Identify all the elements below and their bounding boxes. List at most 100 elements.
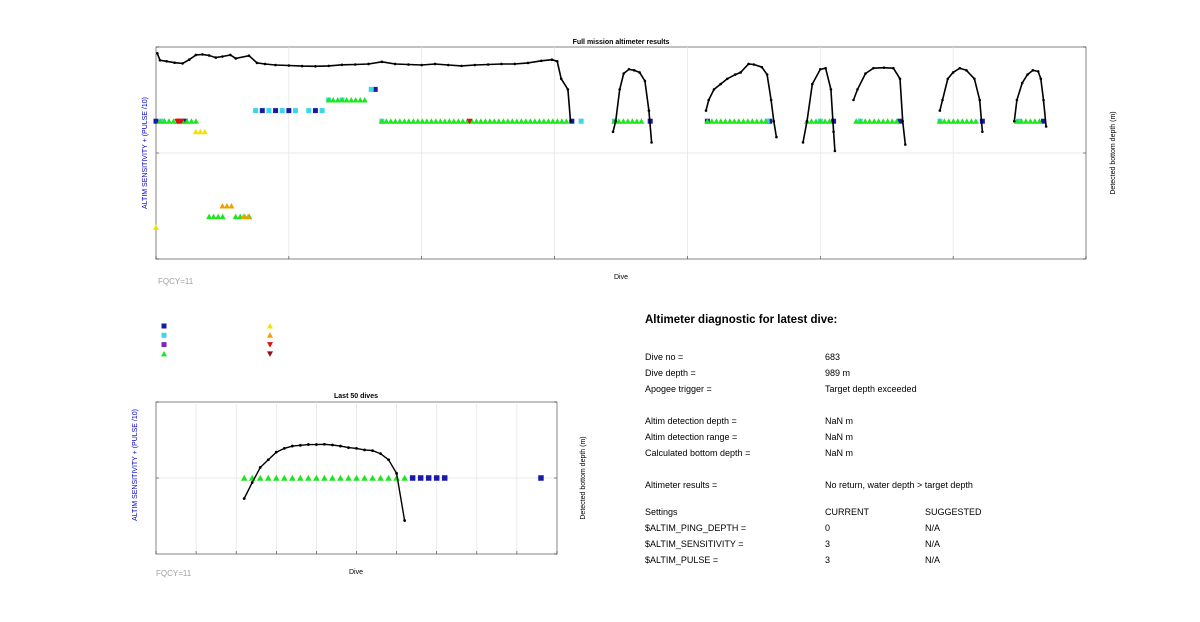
bod-real-return-marker xyxy=(518,118,525,124)
bottom-depth-point xyxy=(765,73,769,76)
chart-legend xyxy=(161,323,273,357)
tde-real-return-marker xyxy=(368,86,374,92)
bottom-depth-point xyxy=(194,53,198,57)
legend-marker-tde-real-return xyxy=(161,332,167,338)
bod-real-return-marker xyxy=(629,118,636,124)
bottom-depth-point xyxy=(486,63,490,66)
bottom-depth-point xyxy=(282,446,286,450)
bod-real-return-marker xyxy=(219,213,226,220)
settings-row: $ALTIM_PING_DEPTH = 0 N/A xyxy=(645,523,940,533)
bottom-depth-point xyxy=(433,62,437,66)
bottom-depth-point xyxy=(772,119,776,123)
bod-real-return-marker xyxy=(862,118,869,124)
bod-real-return-marker xyxy=(459,118,466,124)
diagnostic-row: Apogee trigger = Target depth exceeded xyxy=(645,384,917,394)
bod-real-return-marker xyxy=(353,474,360,481)
bottom-depth-point xyxy=(951,71,955,74)
bod-real-return-marker xyxy=(950,118,957,124)
bottom-depth-point xyxy=(247,54,251,57)
tde-no-return-marker xyxy=(897,118,903,124)
diagnostic-label: Calculated bottom depth = xyxy=(645,448,751,458)
bottom-depth-point xyxy=(811,82,814,86)
bod-real-return-marker xyxy=(513,118,520,124)
top-fqcy-annotation: FQCY=11 xyxy=(158,277,194,286)
bod-real-return-marker xyxy=(345,474,352,481)
bottom-depth-point xyxy=(255,61,259,65)
bod-real-return-marker xyxy=(704,118,711,124)
bottom-depth-point xyxy=(643,79,647,83)
tde-real-return-marker xyxy=(160,118,166,124)
bottom-depth-point xyxy=(331,443,334,447)
nvv-no-return-marker xyxy=(178,118,185,125)
bod-real-return-marker xyxy=(188,118,195,124)
bottom-depth-point xyxy=(632,69,636,72)
bottom-depth-line xyxy=(612,68,653,143)
bod-real-return-marker xyxy=(531,118,538,124)
diagnostic-value: NaN m xyxy=(825,416,854,426)
bod-real-return-marker xyxy=(432,118,439,124)
bottom-depth-point xyxy=(387,458,390,462)
bod-real-return-marker xyxy=(256,474,264,481)
bod-real-return-marker xyxy=(871,118,878,124)
bod-real-return-marker xyxy=(273,474,280,481)
bottom-depth-point xyxy=(340,63,344,67)
bottom-depth-point xyxy=(650,141,653,144)
bod-false-return-marker xyxy=(240,213,247,220)
bod-real-return-marker xyxy=(615,118,622,124)
bottom-depth-point xyxy=(393,62,397,66)
bottom-depth-point xyxy=(832,130,835,134)
settings-current: 3 xyxy=(825,539,831,549)
diagnostic-value: NaN m xyxy=(825,432,854,442)
diagnostic-row: Altim detection range = NaN m xyxy=(645,432,853,442)
bottom-depth-point xyxy=(938,109,942,112)
bod-real-return-marker xyxy=(334,97,341,103)
bottom-depth-point xyxy=(1039,77,1043,81)
bod-real-return-marker xyxy=(945,118,952,124)
bod-real-return-marker xyxy=(337,474,344,481)
bottom-depth-point xyxy=(611,130,615,134)
bottom-chart-title: Last 50 dives xyxy=(334,393,378,400)
tde-no-return-marker xyxy=(767,118,773,124)
bod-real-return-marker xyxy=(330,97,337,103)
bottom-depth-point xyxy=(1044,125,1048,128)
bod-real-return-marker xyxy=(527,118,534,124)
bottom-depth-point xyxy=(274,63,277,67)
bottom-depth-point xyxy=(407,63,410,66)
bod-real-return-marker xyxy=(549,118,556,124)
bod-real-return-marker xyxy=(731,118,738,124)
top-x-axis-label: Dive xyxy=(614,274,628,281)
diagnostic-label: Dive depth = xyxy=(645,368,696,378)
legend-marker-bod-possibly-false-return xyxy=(267,323,273,329)
bod-real-return-marker xyxy=(369,474,376,481)
nvv-no-return-marker xyxy=(466,118,473,125)
bod-real-return-marker xyxy=(441,118,448,124)
bod-real-return-marker xyxy=(1036,118,1043,124)
bod-real-return-marker xyxy=(536,118,543,124)
diagnostic-value: Target depth exceeded xyxy=(825,384,917,394)
bottom-depth-point xyxy=(824,66,827,70)
settings-label: $ALTIM_SENSITIVITY = xyxy=(645,539,744,549)
bod-real-return-marker xyxy=(817,118,824,124)
top-grid xyxy=(156,47,1086,259)
bod-real-return-marker xyxy=(405,118,412,124)
bottom-depth-point xyxy=(339,444,342,448)
bod-real-return-marker xyxy=(170,118,177,124)
bottom-depth-point xyxy=(300,64,304,68)
top-chart-title: Full mission altimeter results xyxy=(573,39,670,46)
bottom-depth-point xyxy=(569,119,572,123)
bod-real-return-marker xyxy=(495,118,502,124)
settings-label: $ALTIM_PULSE = xyxy=(645,555,719,565)
bottom-depth-point xyxy=(173,61,176,64)
bod-real-return-marker xyxy=(313,474,320,481)
bod-possibly-false-return-marker xyxy=(201,128,208,135)
bod-real-return-marker xyxy=(446,118,453,124)
bottom-depth-point xyxy=(725,77,729,81)
bod-real-return-marker xyxy=(297,474,304,481)
tde-no-return-marker xyxy=(312,108,318,114)
tde-no-return-marker xyxy=(182,118,188,124)
bottom-depth-point xyxy=(775,135,778,139)
bottom-depth-point xyxy=(752,63,756,66)
bottom-depth-point xyxy=(367,62,370,66)
bottom-depth-point xyxy=(829,88,833,91)
bottom-fqcy-annotation: FQCY=11 xyxy=(156,569,192,578)
